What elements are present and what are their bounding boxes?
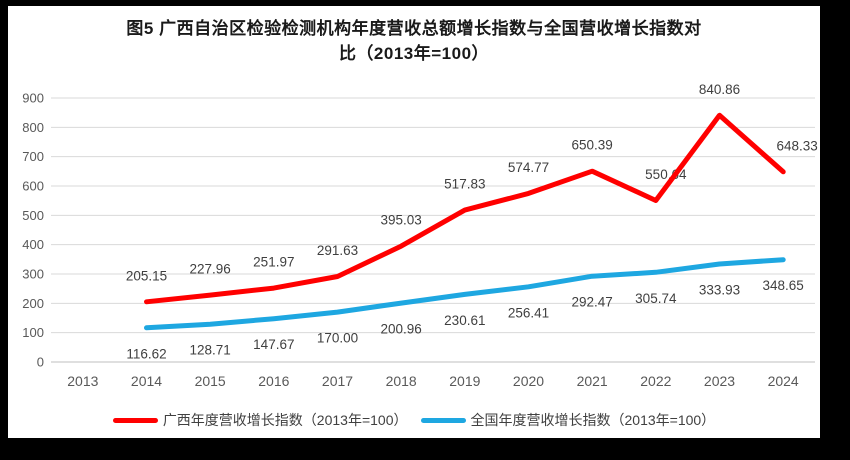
data-label-series2: 333.93 xyxy=(699,283,740,298)
legend-label: 广西年度营收增长指数（2013年=100） xyxy=(162,412,408,428)
x-tick-label: 2014 xyxy=(131,373,162,389)
legend-item-guangxi: 广西年度营收增长指数（2013年=100） xyxy=(112,410,408,430)
x-tick-label: 2023 xyxy=(704,373,735,389)
chart-title-line2: 比（2013年=100） xyxy=(338,44,490,63)
legend-swatch xyxy=(420,417,466,423)
data-label-series2: 348.65 xyxy=(763,278,804,293)
data-label-series2: 116.62 xyxy=(126,346,166,361)
data-label-series1: 205.15 xyxy=(126,268,167,283)
legend-item-national: 全国年度营收增长指数（2013年=100） xyxy=(420,410,716,430)
y-tick-label: 500 xyxy=(22,208,44,223)
data-label-series1: 227.96 xyxy=(190,262,231,277)
data-label-series1: 517.83 xyxy=(444,177,485,192)
x-tick-label: 2016 xyxy=(258,373,289,389)
y-tick-label: 900 xyxy=(22,91,44,106)
x-tick-label: 2024 xyxy=(768,373,799,389)
y-tick-label: 200 xyxy=(22,296,44,311)
legend-swatch xyxy=(112,417,158,423)
x-tick-label: 2020 xyxy=(513,373,544,389)
data-label-series1: 291.63 xyxy=(317,243,358,258)
y-tick-label: 700 xyxy=(22,149,44,164)
series-line-national xyxy=(144,257,786,331)
series-line-guangxi xyxy=(144,112,786,305)
data-label-series2: 292.47 xyxy=(572,295,613,310)
y-tick-label: 300 xyxy=(22,267,44,282)
y-tick-label: 600 xyxy=(22,179,44,194)
x-tick-label: 2015 xyxy=(195,373,226,389)
y-tick-label: 400 xyxy=(22,237,44,252)
y-tick-label: 0 xyxy=(37,355,44,370)
x-tick-label: 2022 xyxy=(640,373,671,389)
data-label-series2: 147.67 xyxy=(253,337,294,352)
data-label-series1: 251.97 xyxy=(253,255,294,270)
x-tick-label: 2017 xyxy=(322,373,353,389)
data-label-series2: 256.41 xyxy=(508,305,549,320)
chart-legend: 广西年度营收增长指数（2013年=100） 全国年度营收增长指数（2013年=10… xyxy=(8,409,820,431)
chart-area: 图5 广西自治区检验检测机构年度营收总额增长指数与全国营收增长指数对 比（201… xyxy=(8,6,820,438)
x-tick-label: 2018 xyxy=(386,373,417,389)
x-tick-label: 2021 xyxy=(577,373,608,389)
data-label-series2: 200.96 xyxy=(381,322,422,337)
y-tick-label: 100 xyxy=(22,325,44,340)
data-label-series2: 170.00 xyxy=(317,331,358,346)
x-tick-label: 2013 xyxy=(67,373,98,389)
x-tick-label: 2019 xyxy=(449,373,480,389)
data-label-series1: 574.77 xyxy=(508,160,549,175)
y-tick-label: 800 xyxy=(22,120,44,135)
data-label-series1: 840.86 xyxy=(699,82,740,97)
data-label-series2: 128.71 xyxy=(190,343,231,358)
chart-title-line1: 图5 广西自治区检验检测机构年度营收总额增长指数与全国营收增长指数对 xyxy=(126,19,702,38)
chart-title: 图5 广西自治区检验检测机构年度营收总额增长指数与全国营收增长指数对 比（201… xyxy=(8,16,820,66)
data-label-series1: 650.39 xyxy=(572,138,613,153)
legend-label: 全国年度营收增长指数（2013年=100） xyxy=(470,412,716,428)
data-label-series2: 230.61 xyxy=(444,313,485,328)
data-label-series1: 648.33 xyxy=(777,138,818,153)
data-label-series2: 305.74 xyxy=(635,291,677,306)
data-label-series1: 395.03 xyxy=(381,213,422,228)
